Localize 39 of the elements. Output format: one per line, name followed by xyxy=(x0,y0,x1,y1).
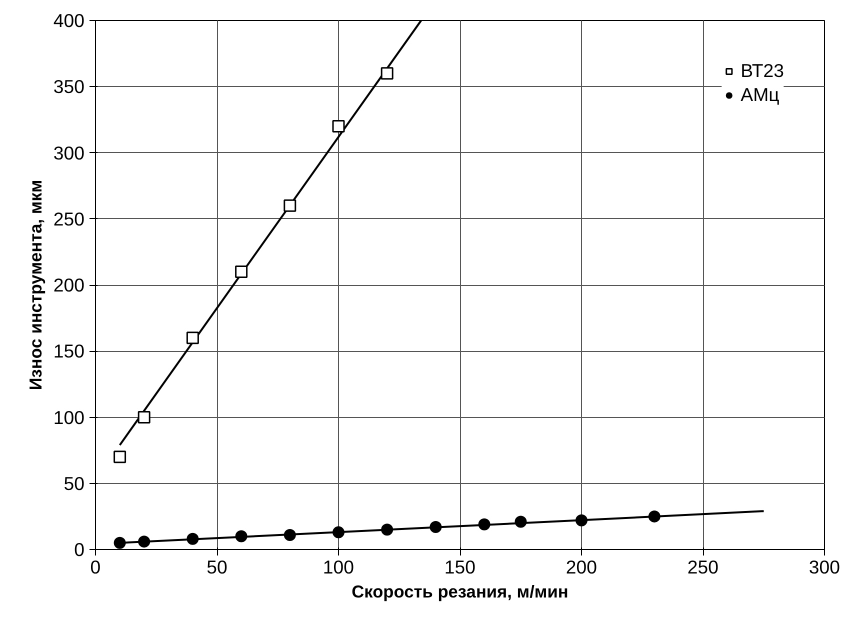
y-tick-label: 0 xyxy=(74,539,85,560)
point xyxy=(576,514,588,526)
y-tick-label: 300 xyxy=(53,142,85,164)
x-tick-label: 300 xyxy=(808,556,840,578)
y-tick-label: 250 xyxy=(53,208,85,230)
x-tick-label: 0 xyxy=(90,556,101,578)
y-tick-label: 50 xyxy=(64,472,85,494)
point xyxy=(430,521,442,534)
point xyxy=(235,266,248,278)
point xyxy=(186,532,199,545)
point xyxy=(332,526,344,538)
x-tick-label: 150 xyxy=(444,556,476,578)
point xyxy=(332,120,345,133)
point xyxy=(186,332,199,344)
point xyxy=(514,516,527,528)
y-tick-label: 400 xyxy=(53,10,85,31)
y-axis-title: Износ инструмента, мкм xyxy=(25,180,46,390)
x-tick-label: 250 xyxy=(687,556,719,578)
point xyxy=(648,510,660,522)
point xyxy=(478,518,490,530)
legend-label: АМц xyxy=(740,84,780,106)
point xyxy=(114,536,126,549)
point xyxy=(284,528,296,541)
point xyxy=(138,411,150,424)
y-tick-label: 100 xyxy=(53,406,85,428)
x-tick-label: 100 xyxy=(322,556,354,578)
point xyxy=(381,524,394,536)
point xyxy=(284,199,296,212)
x-tick-label: 50 xyxy=(206,556,228,578)
y-tick-label: 150 xyxy=(53,340,85,362)
y-tick-label: 350 xyxy=(53,76,85,98)
point xyxy=(114,450,126,464)
x-axis-title: Скорость резания, м/мин xyxy=(352,582,568,602)
legend-label: ВТ23 xyxy=(740,60,784,82)
y-tick-label: 200 xyxy=(53,274,85,296)
point xyxy=(380,67,394,80)
x-tick-label: 200 xyxy=(566,556,598,578)
point xyxy=(138,536,150,548)
point xyxy=(235,530,248,542)
